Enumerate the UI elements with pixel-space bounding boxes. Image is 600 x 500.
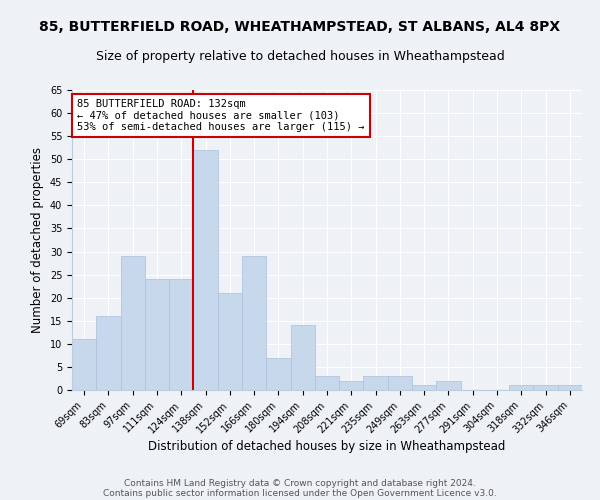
Bar bbox=[388, 376, 412, 390]
Bar bbox=[533, 386, 558, 390]
Bar bbox=[121, 256, 145, 390]
X-axis label: Distribution of detached houses by size in Wheathampstead: Distribution of detached houses by size … bbox=[148, 440, 506, 454]
Bar bbox=[364, 376, 388, 390]
Bar bbox=[169, 279, 193, 390]
Bar bbox=[315, 376, 339, 390]
Bar bbox=[436, 381, 461, 390]
Bar bbox=[339, 381, 364, 390]
Bar bbox=[193, 150, 218, 390]
Bar bbox=[290, 326, 315, 390]
Bar bbox=[145, 279, 169, 390]
Text: 85, BUTTERFIELD ROAD, WHEATHAMPSTEAD, ST ALBANS, AL4 8PX: 85, BUTTERFIELD ROAD, WHEATHAMPSTEAD, ST… bbox=[40, 20, 560, 34]
Bar bbox=[242, 256, 266, 390]
Y-axis label: Number of detached properties: Number of detached properties bbox=[31, 147, 44, 333]
Text: Contains public sector information licensed under the Open Government Licence v3: Contains public sector information licen… bbox=[103, 488, 497, 498]
Bar bbox=[96, 316, 121, 390]
Bar bbox=[266, 358, 290, 390]
Bar bbox=[72, 339, 96, 390]
Bar bbox=[218, 293, 242, 390]
Bar bbox=[509, 386, 533, 390]
Text: Size of property relative to detached houses in Wheathampstead: Size of property relative to detached ho… bbox=[95, 50, 505, 63]
Text: 85 BUTTERFIELD ROAD: 132sqm
← 47% of detached houses are smaller (103)
53% of se: 85 BUTTERFIELD ROAD: 132sqm ← 47% of det… bbox=[77, 99, 365, 132]
Bar bbox=[412, 386, 436, 390]
Text: Contains HM Land Registry data © Crown copyright and database right 2024.: Contains HM Land Registry data © Crown c… bbox=[124, 478, 476, 488]
Bar bbox=[558, 386, 582, 390]
